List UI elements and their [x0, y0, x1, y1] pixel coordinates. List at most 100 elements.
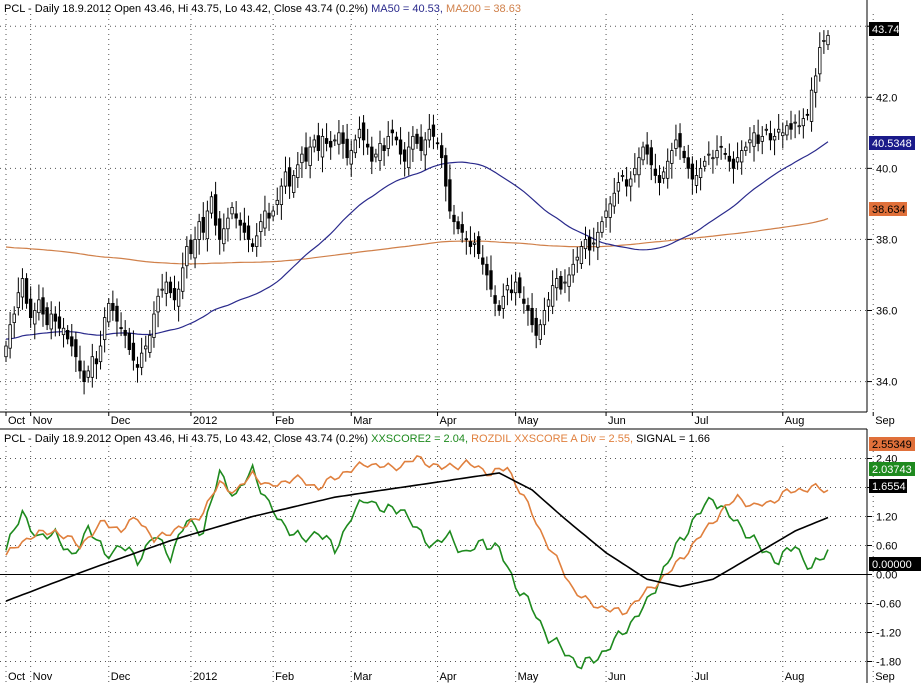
candle-body	[213, 194, 218, 226]
candle-body	[612, 192, 616, 207]
candle	[468, 226, 473, 255]
xxscore-value-tag: 2.03743	[869, 462, 915, 476]
candle-body	[102, 317, 107, 341]
price-x-tick-label: May	[518, 415, 539, 427]
candle	[764, 123, 769, 136]
candle-body	[768, 133, 773, 141]
candle	[324, 123, 329, 152]
candle-body	[666, 160, 670, 179]
candle-body	[156, 295, 160, 313]
candle	[308, 136, 312, 179]
candle-body	[357, 128, 362, 139]
candle-body	[653, 168, 658, 176]
candle-body	[674, 139, 678, 149]
price-x-tick-label: Feb	[275, 415, 294, 427]
candle-body	[793, 121, 797, 124]
candle	[735, 142, 740, 170]
price-header-main: PCL - Daily 18.9.2012 Open 43.46, Hi 43.…	[4, 3, 368, 15]
candle	[460, 211, 464, 243]
candle-body	[324, 138, 329, 144]
candle	[164, 271, 168, 307]
candle	[682, 145, 686, 164]
candle	[513, 271, 518, 306]
candle	[542, 297, 547, 336]
candle-body	[345, 138, 349, 159]
zero-value-label: 0.00000	[872, 559, 912, 571]
candle-body	[690, 163, 695, 180]
candle	[608, 196, 612, 233]
candle-body	[703, 160, 707, 167]
candle-body	[472, 242, 477, 245]
candle-body	[587, 236, 592, 251]
last-price-tag: 43.74	[869, 22, 900, 36]
candle-body	[497, 305, 501, 311]
candle-body	[772, 135, 777, 141]
candle	[205, 200, 210, 252]
candle	[218, 211, 222, 255]
indicator-header-rozdil: ROZDIL XXSCORE A Div = 2.55,	[471, 433, 633, 445]
candle-body	[65, 329, 70, 340]
indicator-header: PCL - Daily 18.9.2012 Open 43.46, Hi 43.…	[4, 433, 710, 445]
candle-body	[670, 150, 674, 164]
indicator-x-tick-label: Sep	[875, 671, 895, 683]
candle	[703, 155, 707, 172]
last-price-label: 43.74	[872, 24, 900, 36]
candle	[415, 128, 419, 149]
candle-body	[78, 360, 82, 372]
xxscore-line	[5, 462, 829, 670]
candle-body	[419, 136, 423, 151]
candle	[723, 148, 727, 160]
candle	[505, 277, 510, 306]
candle	[209, 191, 214, 219]
candle	[744, 141, 748, 156]
indicator-header-xxscore: XXSCORE2 = 2.04,	[371, 433, 468, 445]
candle-body	[403, 149, 407, 162]
candle-body	[649, 147, 653, 166]
candle-body	[131, 342, 136, 361]
candle	[341, 125, 345, 159]
candle	[70, 324, 74, 357]
candle	[464, 230, 468, 255]
candle-body	[259, 221, 263, 233]
candle	[357, 116, 362, 149]
candle-body	[756, 134, 760, 144]
candle-body	[505, 285, 510, 291]
candle	[24, 273, 29, 309]
price-header-ma50: MA50 = 40.53,	[371, 3, 443, 15]
candle	[41, 287, 45, 327]
candle-body	[16, 292, 20, 309]
candle-body	[583, 239, 588, 250]
candle-body	[292, 175, 296, 193]
candle	[444, 147, 448, 202]
candle-body	[698, 167, 703, 178]
candle	[698, 158, 703, 191]
candle-body	[139, 352, 144, 368]
candle-body	[468, 241, 473, 247]
signal-line	[5, 472, 829, 602]
candle-body	[707, 153, 711, 156]
candle	[752, 125, 756, 162]
candle-body	[439, 145, 444, 159]
candle-body	[329, 140, 333, 148]
rozdil-value-tag: 2.55349	[869, 437, 915, 451]
candle-body	[629, 178, 633, 187]
candle-body	[398, 139, 403, 155]
candle-body	[74, 339, 78, 358]
candle-body	[275, 199, 279, 206]
candle-body	[246, 225, 251, 240]
candle	[653, 153, 658, 184]
price-y-tick-label: 40.0	[876, 163, 897, 175]
candle	[423, 132, 427, 171]
candle	[181, 252, 185, 300]
candle	[509, 274, 514, 301]
candle-body	[341, 132, 345, 144]
candle-body	[596, 231, 600, 248]
ma50-layer	[5, 141, 829, 340]
candle	[731, 151, 736, 184]
candle	[287, 157, 292, 199]
candle-body	[53, 313, 57, 322]
candle-body	[546, 299, 551, 307]
candle-body	[752, 132, 756, 147]
candle	[522, 286, 526, 314]
candle	[481, 245, 485, 275]
